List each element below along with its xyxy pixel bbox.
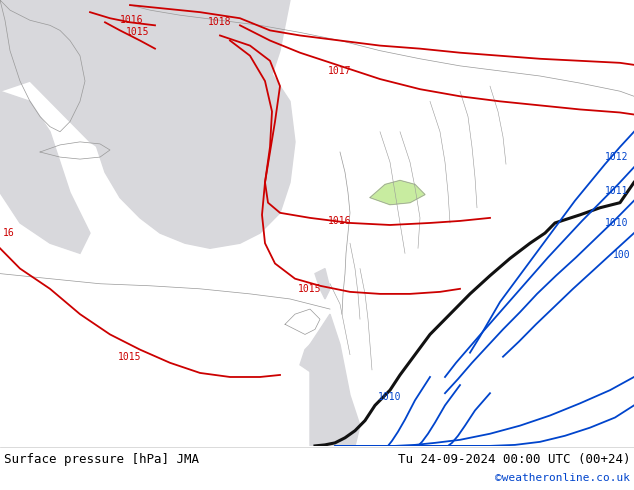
Text: Surface pressure [hPa] JMA: Surface pressure [hPa] JMA (4, 453, 199, 466)
Text: 1017: 1017 (328, 66, 352, 76)
Polygon shape (88, 35, 295, 248)
Text: 100: 100 (612, 250, 630, 260)
Polygon shape (0, 91, 90, 253)
Polygon shape (370, 180, 425, 205)
Polygon shape (0, 0, 290, 172)
Text: 1016: 1016 (328, 216, 352, 226)
Text: 1018: 1018 (208, 17, 232, 27)
Polygon shape (315, 269, 330, 299)
Text: 16: 16 (3, 228, 15, 238)
Text: 1012: 1012 (604, 152, 628, 162)
Text: 1011: 1011 (604, 186, 628, 196)
Text: Tu 24-09-2024 00:00 UTC (00+24): Tu 24-09-2024 00:00 UTC (00+24) (398, 453, 630, 466)
Text: 1016: 1016 (120, 15, 144, 25)
Text: 1010: 1010 (378, 392, 402, 402)
Polygon shape (310, 314, 360, 446)
Text: 1015: 1015 (298, 284, 321, 294)
Text: 1010: 1010 (604, 218, 628, 228)
Text: 1015: 1015 (119, 352, 142, 362)
Text: 1015: 1015 (126, 27, 150, 37)
Polygon shape (300, 334, 335, 375)
Text: ©weatheronline.co.uk: ©weatheronline.co.uk (495, 473, 630, 483)
